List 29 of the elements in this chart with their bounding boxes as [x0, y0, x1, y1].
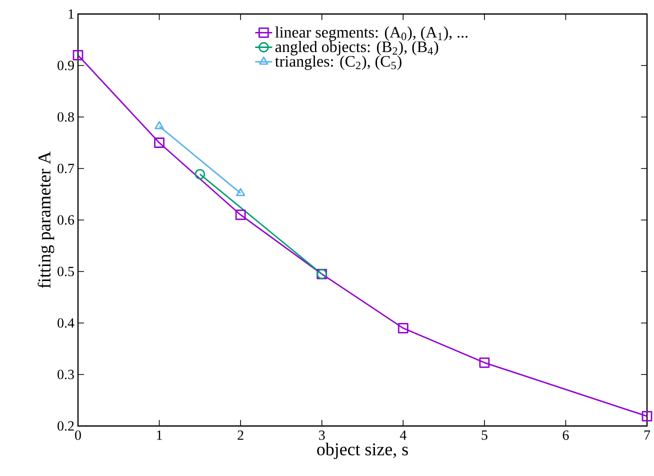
point: [642, 411, 652, 422]
y-axis-title: fitting parameter A: [38, 151, 54, 288]
x-axis-title: object size, s: [317, 442, 408, 460]
point: [235, 210, 246, 220]
point: [398, 322, 408, 334]
legend-label: triangles: (C$_{2}$), (C$_{5}$): [275, 56, 402, 70]
x-tick-label: 7: [644, 430, 650, 440]
y-tick-label: 0.7: [58, 164, 74, 174]
y-tick-label: 0.9: [58, 60, 74, 70]
point: [72, 50, 84, 60]
legend-label: linear segments: (A$_{0}$), (A$_{1}$), ...: [275, 26, 468, 41]
legend-label: angled objects: (B$_{2}$), (B$_{4}$): [275, 40, 438, 56]
y-tick-label: 1: [68, 9, 74, 19]
x-tick-label: 2: [238, 430, 244, 440]
point: [194, 168, 206, 180]
y-tick-label: 0.3: [58, 370, 74, 380]
point: [479, 357, 490, 368]
x-tick-label: 6: [562, 430, 569, 440]
y-tick-label: 0.4: [58, 318, 74, 328]
y-tick-label: 0.5: [58, 266, 74, 276]
x-tick-label: 0: [75, 430, 81, 440]
point: [154, 138, 164, 148]
x-tick-label: 4: [400, 430, 406, 440]
y-tick-label: 0.8: [58, 112, 74, 122]
y-tick-label: 0.2: [58, 421, 74, 431]
x-tick-label: 5: [482, 430, 488, 440]
y-tick-label: 0.6: [58, 215, 74, 225]
x-tick-label: 1: [157, 430, 162, 440]
x-tick-label: 3: [319, 430, 325, 440]
